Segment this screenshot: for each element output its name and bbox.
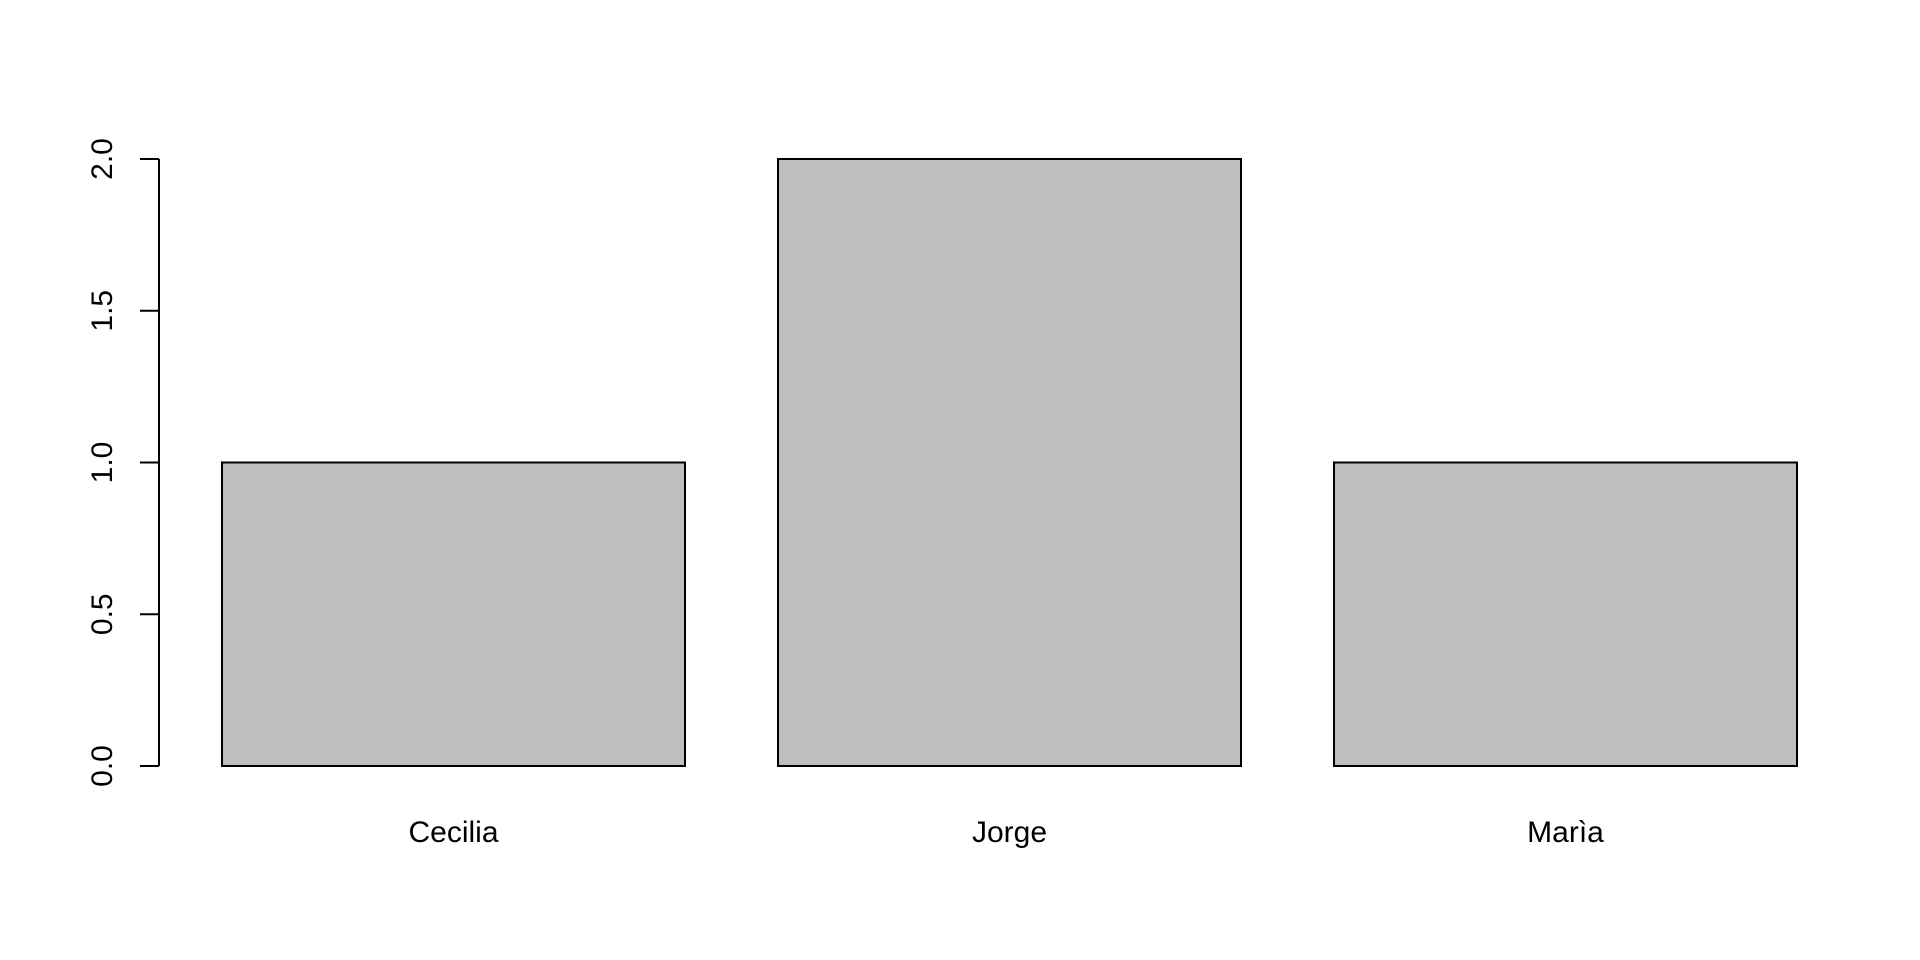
x-tick-label: Jorge bbox=[972, 816, 1047, 849]
y-tick-label: 1.0 bbox=[86, 442, 119, 484]
bars-group bbox=[221, 158, 1798, 767]
bar-jorge bbox=[777, 158, 1242, 767]
x-tick-label: Marìa bbox=[1527, 816, 1604, 849]
x-axis-labels: Cecilia Jorge Marìa bbox=[408, 816, 1604, 849]
y-tick-label: 0.0 bbox=[86, 745, 119, 787]
y-tick-label: 0.5 bbox=[86, 593, 119, 635]
y-axis: 0.0 0.5 1.0 1.5 2.0 bbox=[86, 138, 160, 787]
x-tick-label: Cecilia bbox=[408, 816, 498, 849]
bar-cecilia bbox=[221, 461, 686, 767]
y-tick-label: 1.5 bbox=[86, 290, 119, 332]
y-tick-label: 2.0 bbox=[86, 138, 119, 180]
bar-marìa bbox=[1333, 461, 1798, 767]
